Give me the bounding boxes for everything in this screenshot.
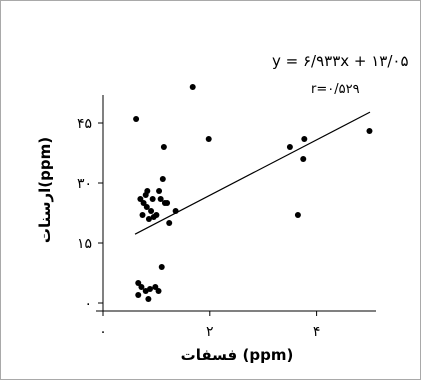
- trendline-group: [134, 111, 371, 235]
- data-point: [160, 144, 167, 150]
- data-point: [157, 196, 164, 202]
- y-tick-label: ۰: [84, 296, 92, 312]
- data-point: [205, 136, 212, 142]
- data-point: [145, 216, 152, 222]
- data-point: [164, 200, 171, 206]
- y-tick-label: ۱۵: [77, 236, 92, 252]
- data-point: [137, 196, 144, 202]
- data-point: [149, 196, 156, 202]
- x-axis-title: فسفات (ppm): [181, 346, 294, 364]
- data-point: [189, 84, 196, 90]
- data-point: [143, 204, 150, 210]
- x-tick-label: ۲: [206, 324, 214, 340]
- data-point: [172, 208, 179, 214]
- data-point: [133, 116, 140, 122]
- data-point: [166, 220, 173, 226]
- data-point: [153, 212, 160, 218]
- data-point: [152, 284, 159, 290]
- data-point: [159, 176, 166, 182]
- data-point: [300, 156, 307, 162]
- data-point: [135, 280, 142, 286]
- data-points: [133, 84, 373, 302]
- trendline: [134, 111, 371, 235]
- correlation-coefficient: r=۰/۵۲۹: [311, 82, 360, 97]
- x-tick-label: ۰: [99, 324, 107, 340]
- axes: [96, 95, 376, 312]
- data-point: [139, 212, 146, 218]
- data-point: [301, 136, 308, 142]
- data-point: [135, 292, 142, 298]
- data-point: [156, 188, 163, 194]
- tick-labels: ۰ ۲ ۴ ۰ ۱۵ ۳۰ ۴۵: [77, 116, 320, 340]
- data-point: [145, 296, 152, 302]
- data-point: [294, 212, 301, 218]
- data-point: [140, 200, 147, 206]
- data-point: [366, 128, 373, 134]
- data-point: [155, 288, 162, 294]
- y-axis-title: ارسنات(ppm): [36, 137, 54, 243]
- data-point: [146, 286, 153, 292]
- y-tick-label: ۴۵: [77, 116, 92, 132]
- data-point: [148, 208, 155, 214]
- data-point: [286, 144, 293, 150]
- x-tick-label: ۴: [313, 324, 321, 340]
- data-point: [144, 188, 151, 194]
- data-point: [158, 264, 165, 270]
- data-point: [138, 284, 145, 290]
- y-tick-label: ۳۰: [77, 176, 92, 192]
- trendline-equation: y = ۶/۹۳۳x + ۱۳/۰۵: [272, 52, 409, 70]
